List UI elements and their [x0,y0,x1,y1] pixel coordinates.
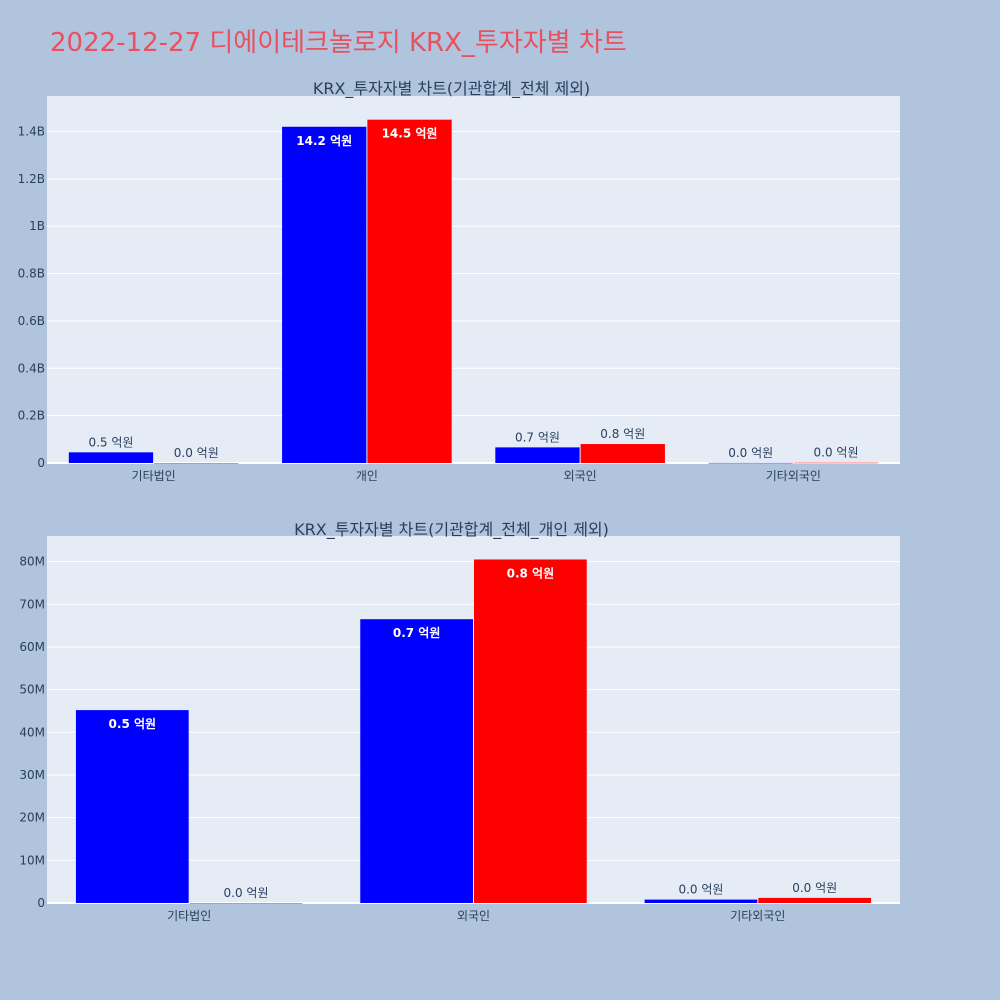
y-tick-label: 0.4B [18,361,45,375]
y-tick-label: 0 [37,456,45,470]
chart-title: KRX_투자자별 차트(기관합계_전체_개인 제외) [294,520,609,540]
data-label: 0.7 억원 [393,626,441,640]
bar [793,462,879,464]
bar [360,619,473,903]
data-label: 0.0 억원 [728,446,773,460]
y-tick-label: 30M [19,768,45,782]
y-tick-label: 20M [19,811,45,825]
data-label: 0.5 억원 [88,435,133,449]
data-label: 0.7 억원 [515,430,560,444]
x-tick-label: 기타법인 [132,469,176,483]
data-label: 0.5 억원 [109,717,157,731]
data-label: 0.0 억원 [224,886,269,900]
page-title: 2022-12-27 디에이테크놀로지 KRX_투자자별 차트 [50,28,627,58]
x-tick-label: 개인 [356,469,378,483]
y-tick-label: 40M [19,725,45,739]
y-tick-label: 0 [37,896,45,910]
bar [708,462,793,464]
bar [367,119,452,463]
y-tick-label: 0.6B [18,314,45,328]
bar [189,903,303,904]
bar [474,559,587,903]
data-label: 0.0 억원 [678,883,723,897]
y-tick-label: 1.4B [18,125,45,139]
y-tick-label: 0.8B [18,267,45,281]
bar [580,444,665,463]
y-tick-label: 10M [19,853,45,867]
bar [154,463,239,464]
y-tick-label: 1B [29,219,45,233]
bar [758,897,872,903]
x-tick-label: 외국인 [457,909,490,923]
bar [644,899,758,903]
bar [68,452,154,463]
plot-area [47,536,900,903]
data-label: 0.0 억원 [174,446,219,460]
plot-area [47,96,900,463]
y-tick-label: 80M [19,555,45,569]
y-tick-label: 1.2B [18,172,45,186]
data-label: 14.2 억원 [296,134,352,148]
chart-top: 0 0.2B 0.4B 0.6B 0.8B 1B 1.2B 1.4B KRX_투자자별 차트(기… [18,79,900,483]
x-tick-label: 기타외국인 [766,469,821,483]
chart-title: KRX_투자자별 차트(기관합계_전체 제외) [313,79,590,99]
x-tick-label: 외국인 [564,469,597,483]
bar [495,447,580,463]
y-tick-label: 0.2B [18,409,45,423]
bar [75,710,189,903]
x-tick-label: 기타외국인 [730,909,785,923]
data-label: 0.0 억원 [814,446,859,460]
data-label: 0.8 억원 [507,566,555,580]
bar [282,126,367,464]
data-label: 14.5 억원 [382,127,438,141]
x-tick-label: 기타법인 [167,909,211,923]
y-tick-label: 70M [19,597,45,611]
data-label: 0.8 억원 [600,427,645,441]
y-tick-label: 60M [19,640,45,654]
data-label: 0.0 억원 [792,881,837,895]
y-tick-label: 50M [19,683,45,697]
